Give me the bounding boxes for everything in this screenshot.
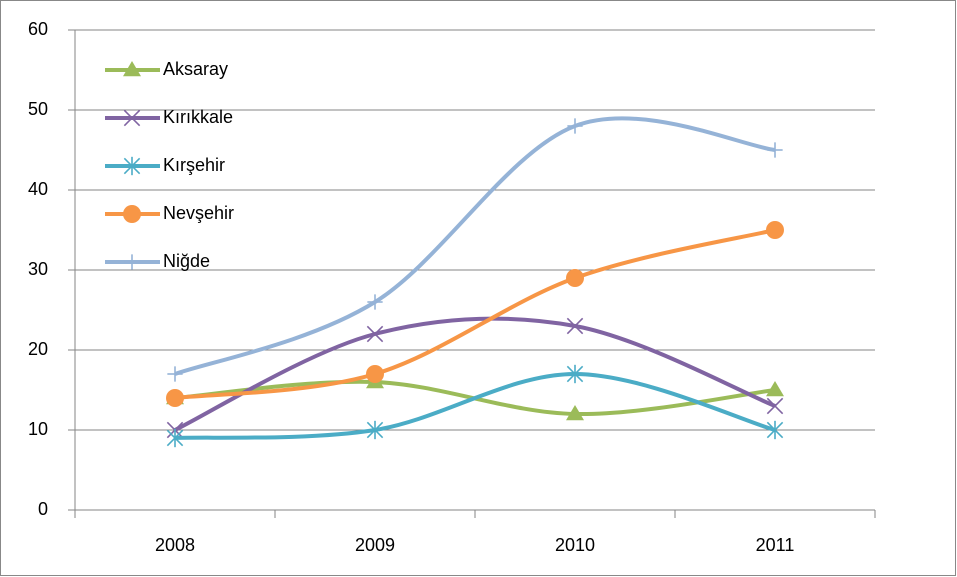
marker xyxy=(166,428,184,448)
marker xyxy=(766,420,784,440)
marker xyxy=(566,269,584,287)
marker-shape xyxy=(766,397,784,415)
marker-shape xyxy=(123,61,141,77)
marker-shape xyxy=(566,317,584,335)
legend-label: Nevşehir xyxy=(163,203,234,223)
legend-label: Niğde xyxy=(163,251,210,271)
y-tick-label: 40 xyxy=(28,179,48,199)
y-tick-label: 10 xyxy=(28,419,48,439)
marker xyxy=(766,221,784,239)
marker xyxy=(167,366,183,382)
marker xyxy=(766,397,784,415)
marker-shape xyxy=(123,205,141,223)
marker-shape xyxy=(566,269,584,287)
y-tick-label: 0 xyxy=(38,499,48,519)
marker-shape xyxy=(366,365,384,383)
x-tick-label: 2008 xyxy=(155,535,195,555)
marker xyxy=(367,294,383,310)
marker xyxy=(123,109,141,127)
series-line xyxy=(174,228,776,400)
marker-shape xyxy=(766,221,784,239)
marker xyxy=(366,420,384,440)
marker xyxy=(566,405,584,421)
y-tick-label: 50 xyxy=(28,99,48,119)
x-tick-label: 2011 xyxy=(756,535,795,555)
marker xyxy=(123,156,141,176)
marker-shape xyxy=(366,325,384,343)
marker-shape xyxy=(766,381,784,397)
marker xyxy=(124,254,140,270)
series-line xyxy=(174,372,776,440)
marker-shape xyxy=(166,389,184,407)
marker xyxy=(766,381,784,397)
marker xyxy=(123,61,141,77)
legend-label: Aksaray xyxy=(163,59,228,79)
x-tick-label: 2009 xyxy=(355,535,395,555)
marker-shape xyxy=(123,109,141,127)
marker xyxy=(566,317,584,335)
y-tick-label: 30 xyxy=(28,259,48,279)
marker xyxy=(567,118,583,134)
marker xyxy=(767,142,783,158)
y-tick-label: 60 xyxy=(28,19,48,39)
x-tick-label: 2010 xyxy=(555,535,595,555)
marker xyxy=(366,325,384,343)
marker xyxy=(566,364,584,384)
marker-shape xyxy=(566,405,584,421)
y-tick-label: 20 xyxy=(28,339,48,359)
marker xyxy=(123,205,141,223)
marker xyxy=(366,365,384,383)
series-line xyxy=(174,316,776,432)
legend-label: Kırşehir xyxy=(163,155,225,175)
marker xyxy=(166,389,184,407)
series-line xyxy=(174,116,776,376)
legend-label: Kırıkkale xyxy=(163,107,233,127)
